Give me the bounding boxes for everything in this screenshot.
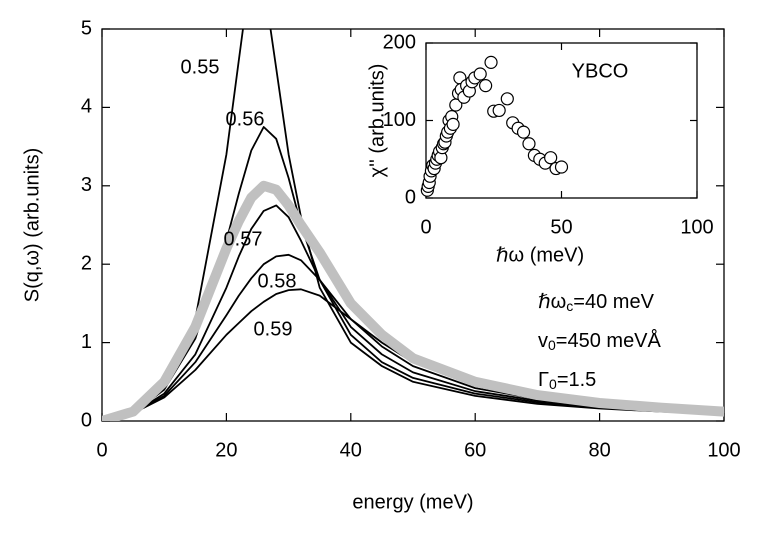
y-tick-label: 3	[81, 174, 92, 196]
curve-label: 0.59	[254, 318, 293, 340]
y-axis-label: S(q,ω) (arb.units)	[21, 148, 43, 303]
annotation-part: 0	[548, 337, 556, 353]
model-curve	[102, 204, 724, 421]
annotation-part: 0	[549, 376, 557, 392]
data-point	[473, 67, 487, 81]
annotation-part: =40 meV	[573, 291, 654, 313]
data-point	[446, 117, 460, 131]
annotation-part: =450 meVÅ	[556, 329, 662, 352]
data-point	[522, 137, 536, 151]
x-tick-label: 100	[680, 216, 713, 238]
data-point	[500, 92, 514, 106]
x-tick-label: 20	[215, 439, 237, 461]
y-tick-label: 100	[383, 109, 416, 131]
x-tick-label: 100	[707, 439, 740, 461]
data-point	[554, 160, 569, 174]
data-point	[516, 125, 531, 139]
y-tick-label: 0	[81, 409, 92, 431]
y-axis-label: χ'' (arb.units)	[366, 64, 388, 178]
curves	[102, 29, 724, 421]
data-point	[479, 79, 493, 93]
y-tick-label: 5	[81, 17, 92, 39]
curve-label: 0.58	[258, 270, 297, 292]
annotation: ℏωc=40 meV	[538, 291, 655, 314]
x-axis-label: ℏω (meV)	[496, 244, 584, 266]
x-tick-label: 0	[96, 439, 107, 461]
data-point	[544, 151, 558, 165]
x-tick-label: 60	[464, 439, 486, 461]
annotation-part: v	[538, 330, 548, 352]
annotation: Γ0=1.5	[538, 369, 596, 392]
y-tick-label: 1	[81, 331, 92, 353]
x-axis-label: energy (meV)	[352, 491, 473, 513]
data-point	[484, 55, 498, 69]
y-tick-label: 200	[383, 31, 416, 53]
x-tick-label: 0	[420, 216, 431, 238]
y-tick-label: 2	[81, 252, 92, 274]
x-tick-label: 80	[588, 439, 610, 461]
x-tick-label: 50	[550, 216, 572, 238]
y-tick-label: 4	[81, 96, 92, 118]
annotation: v0=450 meVÅ	[538, 329, 662, 353]
curve-label: 0.55	[181, 56, 220, 78]
curve-label: 0.57	[224, 228, 263, 250]
data-point	[492, 103, 506, 118]
annotation-part: Γ	[538, 369, 549, 391]
annotation-part: =1.5	[557, 369, 596, 391]
annotation-part: ℏω	[538, 291, 566, 313]
annotation-part: c	[566, 298, 573, 314]
fit-curve	[102, 180, 724, 421]
plot-frame	[425, 42, 698, 199]
x-tick-label: 40	[340, 439, 362, 461]
inset-title: YBCO	[572, 60, 629, 82]
y-tick-label: 0	[405, 186, 416, 208]
curve-label: 0.56	[226, 108, 265, 130]
model-curve	[102, 29, 724, 421]
